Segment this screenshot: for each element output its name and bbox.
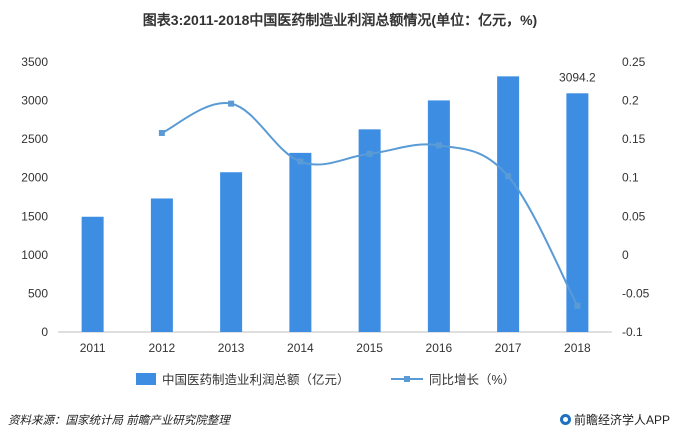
line-point (158, 129, 165, 136)
left-tick-label: 3000 (21, 94, 48, 108)
bar (289, 152, 312, 332)
source-note: 资料来源：国家统计局 前瞻产业研究院整理 (8, 415, 230, 427)
right-tick-label: 0.25 (622, 55, 646, 69)
legend: 中国医药制造业利润总额（亿元） 同比增长（%） (136, 372, 515, 387)
legend-line-marker (404, 376, 410, 382)
x-tick-label: 2018 (564, 341, 591, 355)
left-tick-label: 2500 (21, 132, 48, 146)
line-point (505, 173, 512, 180)
right-tick-label: 0.2 (622, 94, 639, 108)
x-tick-label: 2011 (80, 341, 106, 355)
bar (81, 216, 104, 332)
x-tick-label: 2013 (218, 341, 245, 355)
left-tick-label: 2000 (21, 171, 48, 185)
right-tick-label: 0.05 (622, 209, 646, 223)
brand-logo-icon (559, 414, 571, 425)
legend-line-label: 同比增长（%） (429, 372, 515, 387)
data-labels: 3094.2 (559, 70, 596, 84)
legend-bar-label: 中国医药制造业利润总额（亿元） (162, 372, 350, 387)
line-point (366, 150, 373, 157)
chart-title: 图表3:2011-2018中国医药制造业利润总额情况(单位：亿元，%) (142, 12, 538, 28)
right-tick-label: -0.05 (622, 286, 650, 300)
left-axis-ticks: 0 500 1000 1500 2000 2500 3000 3500 (21, 55, 48, 339)
bar (497, 76, 520, 332)
x-tick-label: 2014 (287, 341, 314, 355)
bar (358, 129, 381, 332)
left-tick-label: 1500 (21, 209, 48, 223)
left-tick-label: 3500 (21, 55, 48, 69)
right-tick-label: -0.1 (622, 325, 643, 339)
x-tick-label: 2012 (149, 341, 176, 355)
x-tick-label: 2017 (495, 341, 522, 355)
brand-name: 前瞻经济学人APP (573, 413, 670, 427)
line-point (574, 302, 581, 309)
bar (150, 198, 173, 332)
legend-bar-swatch (136, 373, 156, 385)
line-point (297, 158, 304, 165)
bar-series (81, 76, 589, 333)
left-tick-label: 500 (28, 286, 48, 300)
left-tick-label: 1000 (21, 248, 48, 262)
right-tick-label: 0.15 (622, 132, 646, 146)
left-tick-label: 0 (41, 325, 48, 339)
line-point (435, 142, 442, 149)
bar (220, 172, 243, 332)
bar (427, 100, 450, 332)
x-tick-label: 2015 (356, 341, 383, 355)
data-label: 3094.2 (559, 70, 596, 84)
line-point (228, 100, 235, 107)
line-series (158, 100, 581, 309)
bar (566, 93, 589, 333)
x-axis-ticks: 2011 2012 2013 2014 2015 2016 2017 2018 (80, 341, 591, 355)
right-axis-ticks: -0.1 -0.05 0 0.05 0.1 0.15 0.2 0.25 (622, 55, 650, 339)
right-tick-label: 0.1 (622, 171, 639, 185)
x-tick-label: 2016 (426, 341, 453, 355)
brand-mark: 前瞻经济学人APP (559, 411, 670, 428)
right-tick-label: 0 (622, 248, 629, 262)
